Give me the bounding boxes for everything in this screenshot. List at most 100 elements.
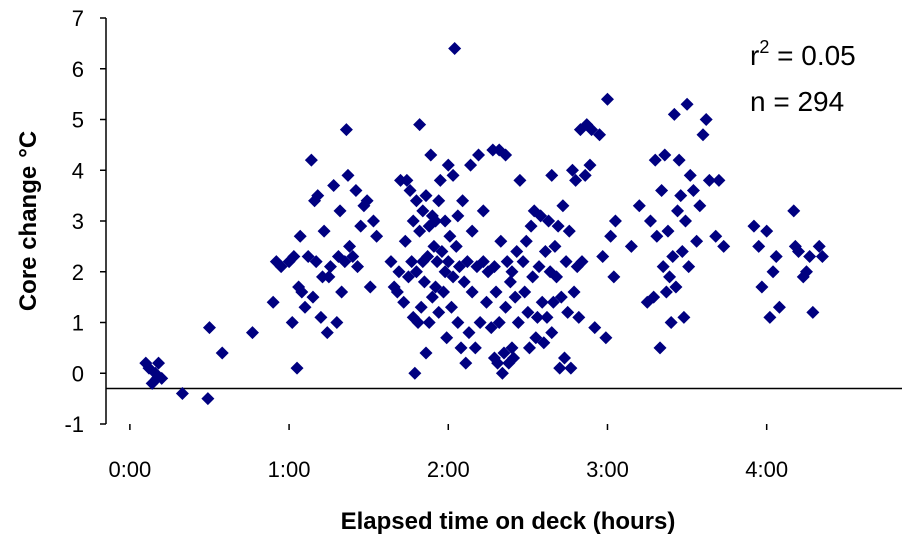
data-point (542, 214, 556, 228)
data-point (686, 184, 700, 198)
data-point (323, 260, 337, 274)
data-point (534, 209, 548, 223)
data-point (421, 250, 435, 264)
data-point (314, 310, 328, 324)
data-point (366, 214, 380, 228)
data-point (417, 275, 431, 289)
x-tick-label: 4:00 (745, 457, 788, 482)
data-point (405, 255, 419, 269)
data-point (451, 209, 465, 223)
data-point (752, 239, 766, 253)
data-point (449, 239, 463, 253)
data-point (575, 255, 589, 269)
data-point (550, 270, 564, 284)
data-point (567, 285, 581, 299)
y-tick-label: 1 (72, 311, 84, 336)
data-point (400, 173, 414, 187)
data-point (497, 346, 511, 360)
data-point (674, 189, 688, 203)
data-point (464, 158, 478, 172)
data-point (530, 310, 544, 324)
data-point (669, 280, 683, 294)
data-point (667, 107, 681, 121)
y-tick-label: 2 (72, 260, 84, 285)
data-point (702, 173, 716, 187)
data-point (435, 244, 449, 258)
data-point (456, 194, 470, 208)
y-axis-title-unit: °C (15, 131, 42, 158)
data-point (599, 331, 613, 345)
data-point (473, 316, 487, 329)
data-point (446, 168, 460, 182)
data-point (608, 214, 622, 228)
y-tick-label: -1 (64, 412, 84, 437)
data-point (317, 224, 331, 238)
data-point (343, 239, 357, 253)
data-point (516, 255, 530, 269)
data-point (341, 168, 355, 182)
data-point (390, 285, 404, 299)
data-point (333, 204, 347, 218)
data-point (479, 295, 493, 309)
data-point (322, 270, 336, 284)
data-point (588, 321, 602, 335)
data-point (505, 265, 519, 279)
data-point (335, 285, 349, 299)
data-point (545, 168, 559, 182)
data-point (245, 326, 259, 340)
data-point (215, 346, 229, 360)
data-point (648, 153, 662, 167)
data-point (596, 250, 610, 264)
data-point (659, 285, 673, 299)
data-point (349, 184, 363, 198)
r-squared-annotation: r2 = 0.05 (750, 37, 856, 71)
data-point (548, 239, 562, 253)
data-point (772, 300, 786, 314)
data-point (398, 234, 412, 248)
data-point (585, 123, 599, 137)
data-point (507, 351, 521, 365)
data-point (524, 219, 538, 233)
data-point (274, 260, 288, 274)
data-point (363, 280, 377, 294)
data-point (155, 371, 169, 385)
data-point (510, 244, 524, 258)
data-point (413, 118, 427, 132)
data-point (351, 260, 365, 274)
data-point (392, 265, 406, 279)
data-point (792, 244, 806, 258)
data-point (446, 270, 460, 284)
data-point (409, 265, 423, 279)
data-point (409, 194, 423, 208)
data-point (460, 255, 474, 269)
data-point (812, 239, 826, 253)
y-axis-title: Core change °C (15, 131, 42, 311)
data-point (397, 295, 411, 309)
data-point (747, 219, 761, 233)
data-point (427, 239, 441, 253)
data-point (529, 331, 543, 345)
data-point (433, 173, 447, 187)
data-point (419, 189, 433, 203)
data-point (551, 219, 565, 233)
data-point (499, 148, 513, 162)
data-point (505, 341, 519, 355)
data-point (437, 285, 451, 299)
data-point (578, 168, 592, 182)
data-point (354, 219, 368, 233)
data-point (441, 255, 455, 269)
data-point (459, 356, 473, 370)
y-tick-label: 4 (72, 158, 84, 183)
data-point (408, 366, 422, 380)
data-point (538, 244, 552, 258)
data-point (266, 295, 280, 309)
data-point (320, 326, 334, 340)
data-point (666, 250, 680, 264)
data-point (468, 341, 482, 355)
n-annotation: n = 294 (750, 86, 844, 117)
data-point (593, 128, 607, 142)
data-point (535, 295, 549, 309)
data-point (677, 310, 691, 324)
data-point (152, 356, 166, 370)
data-point (557, 351, 571, 365)
